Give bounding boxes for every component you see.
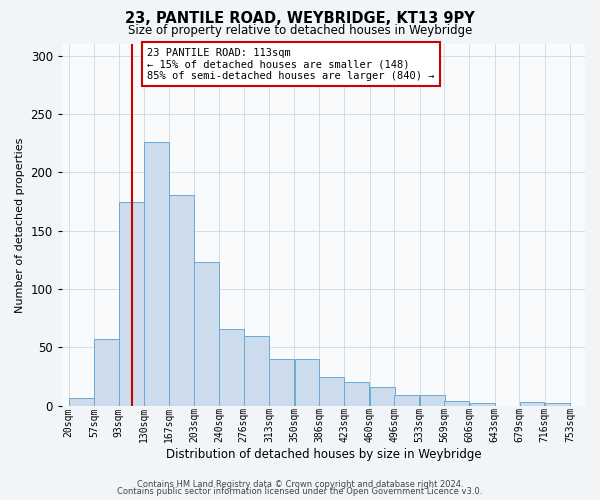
Bar [169,194,194,406]
Bar [520,402,544,406]
Bar [319,376,344,406]
Bar [394,396,419,406]
Bar [269,359,294,406]
Bar [470,404,494,406]
Bar [194,262,219,406]
Y-axis label: Number of detached properties: Number of detached properties [15,137,25,312]
Bar [219,329,244,406]
Bar [119,202,144,406]
Bar [69,398,94,406]
Text: 23, PANTILE ROAD, WEYBRIDGE, KT13 9PY: 23, PANTILE ROAD, WEYBRIDGE, KT13 9PY [125,11,475,26]
Bar [144,142,169,406]
Text: Contains public sector information licensed under the Open Government Licence v3: Contains public sector information licen… [118,488,482,496]
Bar [545,404,570,406]
Bar [444,401,469,406]
Text: Size of property relative to detached houses in Weybridge: Size of property relative to detached ho… [128,24,472,37]
X-axis label: Distribution of detached houses by size in Weybridge: Distribution of detached houses by size … [166,448,481,461]
Bar [244,336,269,406]
Bar [295,359,319,406]
Bar [94,340,119,406]
Text: 23 PANTILE ROAD: 113sqm
← 15% of detached houses are smaller (148)
85% of semi-d: 23 PANTILE ROAD: 113sqm ← 15% of detache… [148,48,435,80]
Bar [419,396,445,406]
Text: Contains HM Land Registry data © Crown copyright and database right 2024.: Contains HM Land Registry data © Crown c… [137,480,463,489]
Bar [344,382,370,406]
Bar [370,387,395,406]
